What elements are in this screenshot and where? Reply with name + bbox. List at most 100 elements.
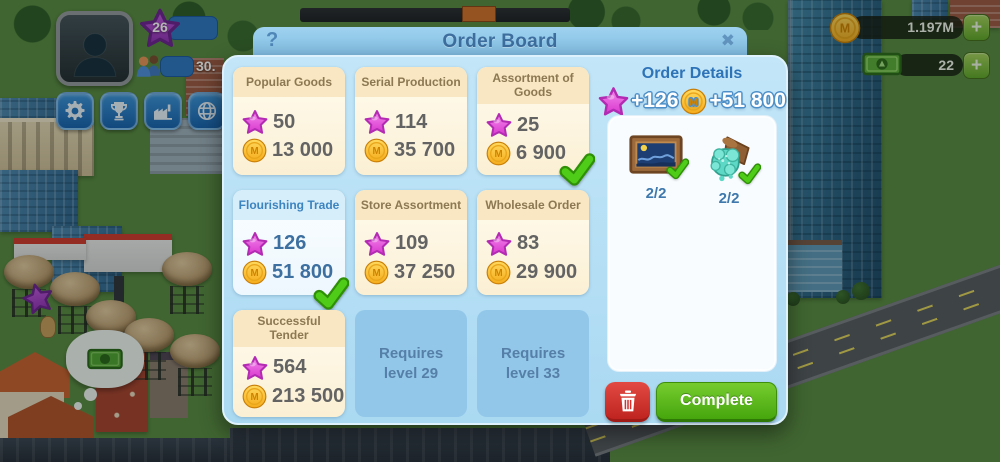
cargo-container	[462, 6, 496, 22]
park-trees	[560, 0, 780, 30]
star-value: 109	[395, 232, 429, 254]
settings-button[interactable]	[56, 92, 94, 130]
star-value: 564	[273, 356, 307, 379]
trophy-icon	[111, 102, 127, 121]
order-card-title: Serial Production	[355, 67, 467, 97]
close-icon[interactable]: ✖	[720, 31, 735, 50]
level-badge[interactable]: 26	[139, 7, 181, 49]
help-button[interactable]: ?	[266, 29, 279, 51]
tree	[786, 292, 800, 306]
achievements-button[interactable]	[100, 92, 138, 130]
thought-bubble-tail	[84, 388, 97, 401]
cash-bill-icon	[87, 348, 123, 370]
thought-bubble-tail	[74, 402, 82, 410]
population-icon	[136, 55, 161, 77]
check-icon	[559, 151, 595, 187]
order-items-panel: 2/2	[607, 115, 777, 372]
trash-icon	[619, 389, 636, 411]
rooftops	[230, 428, 610, 462]
water-tower	[170, 334, 220, 396]
dialog-header: ? Order Board ✖	[253, 27, 747, 57]
star-icon	[598, 86, 629, 117]
cash-value: 22	[938, 57, 954, 73]
order-card-title: Popular Goods	[233, 67, 345, 97]
order-details-title: Order Details	[641, 65, 743, 82]
star-icon	[242, 109, 268, 135]
order-card-assortment-of-goods[interactable]: Assortment of Goods 25 6 900	[477, 67, 589, 175]
coin-icon	[364, 260, 389, 285]
order-card-successful-tender[interactable]: Successful Tender 564 213 500	[233, 310, 345, 417]
add-coins-button[interactable]: +	[963, 14, 990, 41]
population-value: 30.	[196, 58, 216, 74]
order-card-wholesale-order[interactable]: Wholesale Order 83 29 900	[477, 190, 589, 295]
order-card-title: Successful Tender	[233, 310, 345, 347]
coin-value: 213 500	[272, 384, 345, 407]
coins-value: 1.197M	[907, 19, 954, 35]
order-card-title: Assortment of Goods	[477, 67, 589, 104]
complete-button[interactable]: Complete	[656, 382, 777, 422]
star-value: 126	[273, 232, 307, 254]
globe-icon	[197, 101, 217, 121]
gear-icon	[65, 101, 85, 120]
background-building	[84, 234, 172, 272]
locked-label: Requires level 29	[379, 345, 444, 382]
tree	[852, 282, 870, 300]
discard-order-button[interactable]	[605, 382, 650, 422]
church-spire	[114, 276, 124, 308]
cash-icon	[862, 52, 902, 76]
cash-bar: 22	[895, 54, 963, 76]
factory-icon	[154, 104, 172, 120]
star-value: 83	[517, 232, 540, 254]
order-card-flourishing-trade[interactable]: Flourishing Trade 126 51 800	[233, 190, 345, 295]
population-bar	[160, 56, 194, 77]
item-count: 2/2	[718, 190, 740, 207]
order-item: 2/2	[628, 132, 684, 371]
order-item: 2/2	[702, 132, 756, 371]
order-card-serial-production[interactable]: Serial Production 114 35 700	[355, 67, 467, 175]
coin-value: 6 900	[516, 142, 567, 165]
coin-icon	[680, 88, 707, 115]
order-card-title: Wholesale Order	[477, 190, 589, 220]
background-building	[14, 238, 86, 260]
locked-order-slot: Requires level 29	[355, 310, 467, 417]
star-value: 50	[273, 110, 296, 133]
turquoise-ore-item-icon	[710, 136, 750, 182]
dialog-title: Order Board	[442, 31, 558, 52]
person-silhouette-icon	[73, 33, 116, 78]
locked-label: Requires level 33	[501, 345, 566, 382]
coin-icon	[242, 260, 267, 285]
background-building	[912, 0, 948, 20]
coin-icon	[242, 384, 267, 409]
star-icon	[242, 231, 268, 257]
star-icon	[486, 112, 512, 138]
industry-button[interactable]	[144, 92, 182, 130]
coin-value: 29 900	[516, 260, 578, 283]
background-building	[0, 118, 94, 176]
order-card-store-assortment[interactable]: Store Assortment 109 37 250	[355, 190, 467, 295]
complete-label: Complete	[680, 392, 753, 409]
add-cash-button[interactable]: +	[963, 52, 990, 79]
thought-bubble	[66, 330, 144, 388]
background-building	[0, 170, 78, 232]
reward-stars-value: +126	[631, 89, 679, 112]
check-icon	[313, 275, 349, 311]
coin-icon	[486, 260, 511, 285]
order-card-title: Flourishing Trade	[233, 190, 345, 220]
star-icon	[364, 231, 390, 257]
coin-icon	[364, 138, 389, 163]
coin-icon	[486, 141, 511, 166]
level-value: 26	[152, 19, 168, 35]
reward-coins-value: +51 800	[709, 89, 786, 112]
check-icon	[666, 157, 689, 180]
coins-bar: 1.197M	[851, 16, 963, 39]
star-icon	[364, 109, 390, 135]
coin-value: 13 000	[272, 139, 334, 161]
order-card-popular-goods[interactable]: Popular Goods 50 13 000	[233, 67, 345, 175]
avatar[interactable]	[56, 11, 133, 86]
star-icon	[242, 355, 268, 381]
item-count: 2/2	[645, 185, 667, 202]
check-icon	[738, 162, 761, 185]
railway	[300, 8, 570, 22]
coin-icon	[242, 138, 267, 163]
